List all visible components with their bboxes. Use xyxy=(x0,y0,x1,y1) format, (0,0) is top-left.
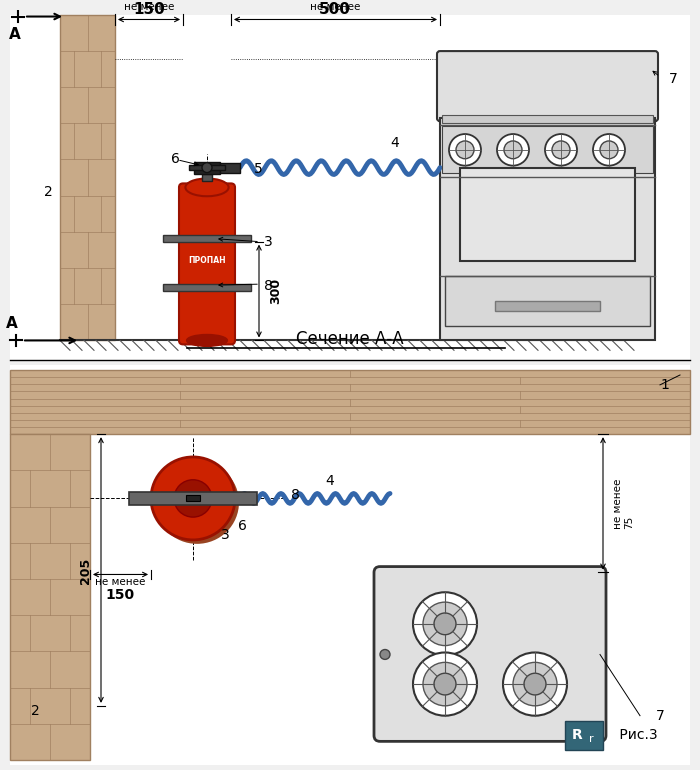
Text: 4: 4 xyxy=(326,474,335,487)
Circle shape xyxy=(497,134,529,166)
Text: R: R xyxy=(572,728,582,742)
Bar xyxy=(460,168,635,262)
Text: 6: 6 xyxy=(171,152,179,166)
Circle shape xyxy=(174,480,212,517)
Circle shape xyxy=(380,650,390,659)
Circle shape xyxy=(593,134,625,166)
Text: 150: 150 xyxy=(133,2,165,16)
Bar xyxy=(60,15,115,340)
Bar xyxy=(10,365,690,765)
Text: 3: 3 xyxy=(220,528,230,542)
Text: 2: 2 xyxy=(43,186,52,199)
Bar xyxy=(129,491,257,505)
FancyBboxPatch shape xyxy=(374,567,606,742)
Text: 8: 8 xyxy=(264,279,272,293)
Circle shape xyxy=(513,662,557,706)
Circle shape xyxy=(413,652,477,715)
Text: 8: 8 xyxy=(290,488,300,503)
Circle shape xyxy=(151,457,235,540)
Text: ПРОПАН: ПРОПАН xyxy=(188,256,226,266)
Bar xyxy=(565,721,603,750)
Circle shape xyxy=(552,141,570,159)
Text: 300: 300 xyxy=(269,278,282,304)
Circle shape xyxy=(423,662,467,706)
Text: Сечение А-А: Сечение А-А xyxy=(296,330,404,348)
Text: 4: 4 xyxy=(391,136,400,150)
Text: не менее: не менее xyxy=(124,2,174,12)
Text: 500: 500 xyxy=(319,2,351,16)
Text: 7: 7 xyxy=(668,72,678,85)
Circle shape xyxy=(202,162,212,172)
Ellipse shape xyxy=(186,179,229,196)
Text: 205: 205 xyxy=(79,557,92,584)
Text: не менее
75: не менее 75 xyxy=(613,478,635,528)
Circle shape xyxy=(545,134,577,166)
Text: 6: 6 xyxy=(237,519,246,533)
Bar xyxy=(163,284,251,291)
Bar xyxy=(10,434,90,760)
Text: 2: 2 xyxy=(31,704,39,718)
Text: 3: 3 xyxy=(264,235,272,249)
Bar xyxy=(445,276,650,326)
Bar xyxy=(186,495,200,501)
Circle shape xyxy=(503,652,567,715)
Circle shape xyxy=(434,613,456,634)
Bar xyxy=(220,162,240,172)
Bar xyxy=(10,370,690,434)
Ellipse shape xyxy=(187,334,228,346)
Circle shape xyxy=(504,141,522,159)
Bar xyxy=(442,116,653,123)
Text: 150: 150 xyxy=(106,588,134,602)
Bar xyxy=(194,162,220,173)
Circle shape xyxy=(449,134,481,166)
Bar xyxy=(440,119,655,340)
Text: Рис.3: Рис.3 xyxy=(615,728,657,742)
Text: r: r xyxy=(589,735,594,745)
Circle shape xyxy=(524,673,546,695)
Text: не менее: не менее xyxy=(94,578,145,588)
Bar xyxy=(442,126,653,172)
Circle shape xyxy=(423,602,467,645)
Text: А: А xyxy=(9,28,21,42)
Circle shape xyxy=(456,141,474,159)
Text: не менее: не менее xyxy=(310,2,360,12)
Bar xyxy=(10,15,690,360)
Circle shape xyxy=(413,592,477,655)
Circle shape xyxy=(600,141,618,159)
FancyBboxPatch shape xyxy=(437,51,658,121)
Text: 7: 7 xyxy=(656,708,664,723)
Circle shape xyxy=(434,673,456,695)
Bar xyxy=(495,301,600,311)
Bar xyxy=(202,173,212,182)
Text: 5: 5 xyxy=(253,162,262,176)
Bar xyxy=(189,165,225,169)
FancyBboxPatch shape xyxy=(179,183,235,344)
Bar xyxy=(163,235,251,242)
Text: 1: 1 xyxy=(661,378,669,392)
Circle shape xyxy=(155,461,239,544)
Text: А: А xyxy=(6,316,18,330)
